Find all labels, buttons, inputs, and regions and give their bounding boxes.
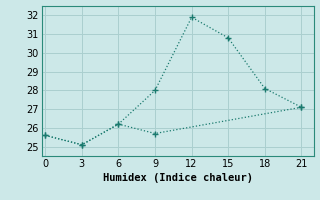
X-axis label: Humidex (Indice chaleur): Humidex (Indice chaleur) [103, 173, 252, 183]
